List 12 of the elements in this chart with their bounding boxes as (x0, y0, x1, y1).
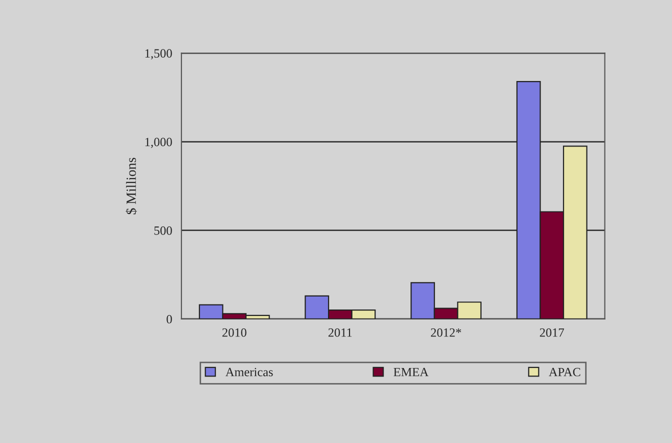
y-axis-title: $ Millions (126, 158, 137, 214)
y-tick-label: 0 (166, 314, 172, 324)
legend-label: Americas (225, 368, 273, 376)
x-tick-label: 2011 (328, 328, 352, 337)
x-tick-label: 2017 (540, 328, 564, 337)
x-tick-label: 2010 (222, 328, 246, 337)
legend-label: EMEA (394, 368, 429, 376)
legend-label: APAC (548, 368, 580, 376)
y-tick-label: 1,500 (145, 49, 172, 60)
y-tick-label: 500 (154, 226, 172, 235)
x-tick-label: 2012* (430, 328, 462, 337)
y-tick-label: 1,000 (145, 138, 172, 148)
